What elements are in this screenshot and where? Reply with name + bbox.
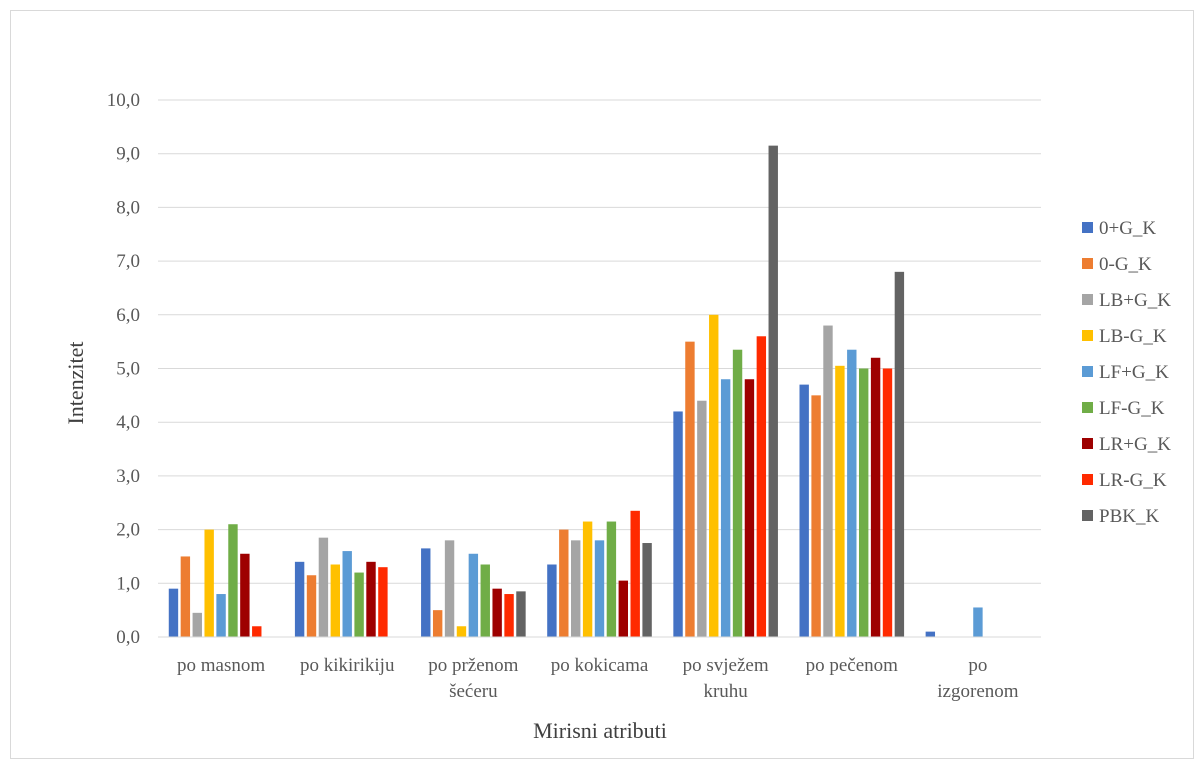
legend-swatch	[1082, 438, 1093, 449]
legend-label: LB-G_K	[1099, 326, 1167, 347]
bar	[673, 411, 683, 637]
bar	[547, 564, 557, 637]
bar	[168, 588, 179, 637]
y-tick-label: 0,0	[116, 627, 140, 648]
legend: 0+G_K 0-G_K LB+G_K LB-G_K LF+G_K LF-G_K LR+G_K…	[1082, 218, 1171, 527]
bar	[559, 529, 569, 637]
legend-swatch	[1082, 474, 1093, 485]
bar	[925, 631, 936, 637]
y-tick-label: 1,0	[116, 573, 140, 594]
bar	[768, 145, 778, 637]
bar	[835, 365, 845, 637]
legend-label: LF+G_K	[1099, 362, 1169, 383]
x-category-label: po kikirikiju	[300, 655, 395, 676]
y-tick-label: 8,0	[116, 197, 140, 218]
legend-swatch	[1082, 366, 1093, 377]
bar	[252, 626, 262, 637]
bar	[492, 588, 502, 637]
y-tick-label: 2,0	[116, 520, 140, 541]
bar	[571, 540, 581, 637]
bar	[504, 594, 514, 637]
y-tick-label: 9,0	[116, 144, 140, 165]
x-category-label: po svježem kruhu	[683, 655, 769, 702]
bar	[685, 341, 695, 637]
bar	[847, 349, 857, 637]
bar	[870, 357, 881, 637]
x-category-label: po prženom šećeru	[428, 655, 518, 702]
x-category-label: po masnom	[177, 655, 265, 676]
x-category-label: po izgorenom	[937, 655, 1018, 702]
bar	[378, 567, 388, 637]
bar	[973, 607, 983, 637]
bar	[294, 561, 305, 637]
bar	[582, 521, 593, 637]
legend-swatch	[1082, 510, 1093, 521]
x-category-label: po pečenom	[806, 655, 899, 676]
legend-label: LB+G_K	[1099, 290, 1171, 311]
legend-swatch	[1082, 330, 1093, 341]
bar	[618, 580, 628, 637]
bar	[342, 551, 352, 637]
bar	[432, 610, 443, 637]
legend-label: 0+G_K	[1099, 218, 1156, 239]
bar	[180, 556, 191, 637]
bar	[468, 553, 479, 637]
bar	[630, 510, 640, 637]
bar	[756, 336, 767, 637]
bar	[594, 540, 605, 637]
legend-label: LR-G_K	[1099, 470, 1167, 491]
y-axis-tick-labels: 0,0 1,0 2,0 3,0 4,0 5,0 6,0 7,0 8,0 9,0 10,0	[107, 90, 140, 648]
bar	[456, 626, 467, 637]
bar	[720, 379, 731, 637]
bar	[421, 548, 431, 637]
bar	[858, 368, 869, 637]
legend-swatch	[1082, 222, 1093, 233]
legend-swatch	[1082, 294, 1093, 305]
bar	[516, 591, 526, 637]
bar	[606, 521, 617, 637]
gridlines	[158, 99, 1041, 584]
bars	[168, 145, 983, 637]
y-tick-label: 6,0	[116, 305, 140, 326]
y-tick-label: 3,0	[116, 466, 140, 487]
bar	[732, 349, 743, 637]
bar	[744, 379, 755, 637]
bar	[823, 325, 833, 637]
bar	[642, 543, 652, 637]
legend-swatch	[1082, 402, 1093, 413]
bar	[799, 384, 809, 637]
bar	[216, 594, 226, 637]
bar	[228, 524, 238, 637]
bar	[318, 537, 329, 637]
y-axis-title: Intenzitet	[63, 341, 88, 424]
y-tick-label: 4,0	[116, 412, 140, 433]
legend-label: LF-G_K	[1099, 398, 1165, 419]
legend-label: LR+G_K	[1099, 434, 1171, 455]
x-category-label: po kokicama	[551, 655, 649, 676]
bar	[192, 612, 202, 637]
legend-label: PBK_K	[1099, 506, 1159, 527]
bar	[894, 271, 905, 637]
legend-label: 0-G_K	[1099, 254, 1152, 275]
y-tick-label: 7,0	[116, 251, 140, 272]
bar	[240, 553, 250, 637]
bar	[330, 564, 341, 637]
bar	[204, 529, 214, 637]
legend-swatch	[1082, 258, 1093, 269]
y-tick-label: 10,0	[107, 90, 140, 111]
bar	[444, 540, 455, 637]
x-axis-title: Mirisni atributi	[533, 718, 667, 743]
bar	[354, 572, 364, 637]
bar	[811, 395, 821, 637]
bar	[366, 561, 376, 637]
x-axis-category-labels: po masnom po kikirikiju po prženom šećeru po…	[177, 655, 1019, 702]
bar	[306, 575, 317, 637]
bar	[697, 400, 707, 637]
y-tick-label: 5,0	[116, 359, 140, 380]
bar	[882, 368, 893, 637]
bar	[480, 564, 490, 637]
bar	[709, 314, 719, 637]
